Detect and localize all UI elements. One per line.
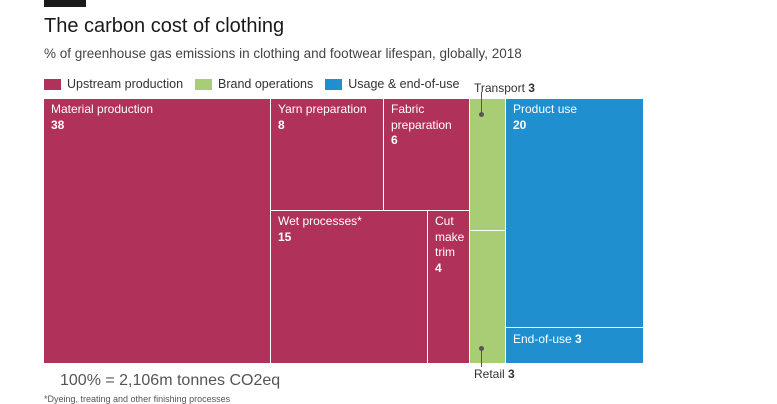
retail-leader-line [481,349,482,367]
cell-retail [470,231,505,363]
cell-transport [470,99,505,230]
cell-label: End-of-use [513,332,572,346]
cell-value: 4 [435,260,442,275]
cell-cut-make-trim: Cut make trim 4 [428,211,469,363]
legend-label-usage: Usage & end-of-use [348,77,460,91]
cell-material-production: Material production 38 [44,99,270,363]
cell-end-of-use: End-of-use 3 [506,328,643,363]
chart-subtitle: % of greenhouse gas emissions in clothin… [44,46,522,61]
legend-swatch-upstream [44,78,61,90]
cell-value: 15 [278,229,292,244]
transport-label-text: Transport [474,81,525,95]
retail-label-value: 3 [508,367,515,381]
cell-wet-processes: Wet processes* 15 [271,211,427,363]
retail-leader-dot [479,346,484,351]
transport-leader-line [481,92,482,114]
legend-item-usage: Usage & end-of-use [325,77,459,91]
cell-label: Yarn preparation [278,102,367,116]
cell-fabric-preparation: Fabric preparation 6 [384,99,469,210]
cell-value: 6 [391,133,398,147]
top-accent-bar [44,0,86,7]
legend-swatch-brand [195,78,213,90]
cell-label: Fabric preparation [391,102,452,132]
legend: Upstream production Brand operations Usa… [44,77,471,91]
cell-value: 20 [513,117,527,132]
legend-label-brand: Brand operations [218,77,314,91]
retail-label-text: Retail [474,367,505,381]
cell-label: Product use [513,102,578,116]
transport-label: Transport 3 [474,81,535,95]
chart-title: The carbon cost of clothing [44,15,285,37]
legend-label-upstream: Upstream production [67,77,184,91]
retail-label: Retail 3 [474,367,515,381]
cell-value: 8 [278,117,285,132]
cell-yarn-preparation: Yarn preparation 8 [271,99,383,210]
cell-label: Cut make trim [435,214,465,259]
footnote: *Dyeing, treating and other finishing pr… [44,394,231,404]
legend-item-upstream: Upstream production [44,77,183,91]
transport-leader-dot [479,112,484,117]
cell-value: 3 [575,332,582,346]
legend-item-brand: Brand operations [195,77,313,91]
total-note: 100% = 2,106m tonnes CO2eq [60,372,281,389]
cell-label: Material production [51,102,154,116]
cell-product-use: Product use 20 [506,99,643,327]
transport-label-value: 3 [528,81,535,95]
cell-label: Wet processes* [278,214,362,228]
legend-swatch-usage [325,78,343,90]
cell-value: 38 [51,117,65,132]
